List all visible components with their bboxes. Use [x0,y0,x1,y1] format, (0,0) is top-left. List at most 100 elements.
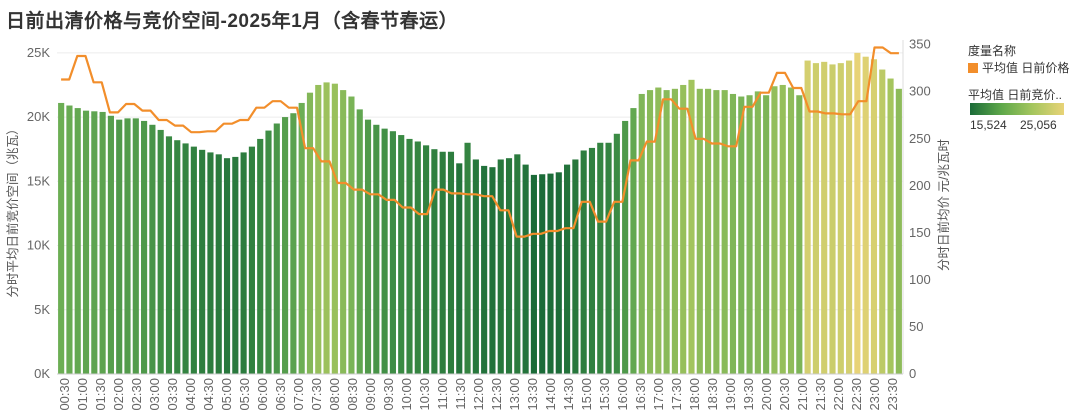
bar[interactable] [663,90,670,374]
bar[interactable] [82,110,90,375]
bar[interactable] [132,118,139,374]
bar[interactable] [597,142,604,374]
bar[interactable] [605,142,612,374]
bar[interactable] [248,146,255,374]
bar[interactable] [887,78,894,375]
bar[interactable] [497,159,504,374]
bar[interactable] [729,93,737,374]
bar[interactable] [199,149,206,374]
bar[interactable] [348,96,355,375]
bar[interactable] [331,83,338,374]
bar[interactable] [389,131,396,374]
bar[interactable] [273,123,280,375]
bar[interactable] [547,173,554,374]
bar[interactable] [779,84,786,374]
bar[interactable] [721,90,728,374]
bar[interactable] [754,91,761,374]
bar[interactable] [306,92,314,375]
bar[interactable] [746,95,753,374]
bar[interactable] [157,129,164,374]
bar[interactable] [481,165,488,374]
bar[interactable] [713,90,720,374]
bar[interactable] [580,150,587,374]
bar[interactable] [240,152,247,374]
bar[interactable] [381,128,388,374]
bar[interactable] [190,146,197,374]
bar[interactable] [787,87,795,375]
bar[interactable] [414,141,421,374]
bar[interactable] [431,149,438,374]
legend-measure-item[interactable]: 平均值 日前价格 [968,59,1069,76]
bar[interactable] [879,69,886,375]
bar[interactable] [323,82,330,375]
bar[interactable] [680,84,687,374]
bar[interactable] [406,138,413,374]
bar[interactable] [315,84,322,374]
bar[interactable] [588,147,596,374]
bar[interactable] [447,151,455,374]
bar[interactable] [215,154,222,374]
bar[interactable] [290,113,297,374]
bar[interactable] [564,164,571,374]
bar[interactable] [837,63,844,374]
bar[interactable] [74,108,81,374]
bar[interactable] [165,136,173,374]
bar[interactable] [257,138,264,374]
bar[interactable] [182,143,189,374]
bar[interactable] [622,120,629,374]
bar[interactable] [398,135,405,374]
bar[interactable] [298,102,305,374]
bar[interactable] [99,111,106,374]
bar[interactable] [630,108,637,374]
bar[interactable] [439,151,446,374]
bar[interactable] [464,142,471,374]
bar[interactable] [373,124,380,375]
bar[interactable] [613,133,620,374]
bar[interactable] [671,88,678,375]
bar[interactable] [340,90,347,374]
bar[interactable] [58,102,65,374]
bar[interactable] [646,90,654,374]
bar[interactable] [812,63,819,374]
bar[interactable] [265,130,272,374]
bar[interactable] [66,105,73,374]
bar[interactable] [107,115,114,375]
bar[interactable] [116,119,123,375]
bar[interactable] [688,79,695,375]
price-line[interactable] [61,46,899,238]
bar[interactable] [870,59,878,375]
bar[interactable] [232,156,239,374]
bar[interactable] [696,88,703,375]
bar[interactable] [763,95,770,374]
bar[interactable] [796,95,803,374]
bar[interactable] [738,96,745,375]
bar[interactable] [91,111,98,375]
bar[interactable] [539,174,546,374]
bar[interactable] [141,120,148,374]
bar[interactable] [522,164,529,374]
bar[interactable] [638,93,645,374]
bar[interactable] [207,152,214,374]
bar[interactable] [472,159,479,374]
bar[interactable] [821,61,828,374]
bar[interactable] [572,159,579,374]
bar[interactable] [282,117,289,375]
bar[interactable] [530,174,537,374]
bar[interactable] [174,140,181,374]
bar[interactable] [555,172,562,374]
bar[interactable] [505,158,513,374]
bar[interactable] [456,163,463,374]
bar[interactable] [804,60,811,375]
bar[interactable] [655,87,662,375]
bar[interactable] [514,154,521,374]
bar[interactable] [862,56,869,374]
bar[interactable] [423,145,430,374]
bar[interactable] [705,88,712,375]
bar[interactable] [356,109,363,374]
bar[interactable] [364,119,372,375]
bar[interactable] [149,124,156,375]
bar[interactable] [771,86,778,374]
bar[interactable] [489,167,496,374]
bar[interactable] [895,88,902,375]
bar[interactable] [854,52,861,374]
